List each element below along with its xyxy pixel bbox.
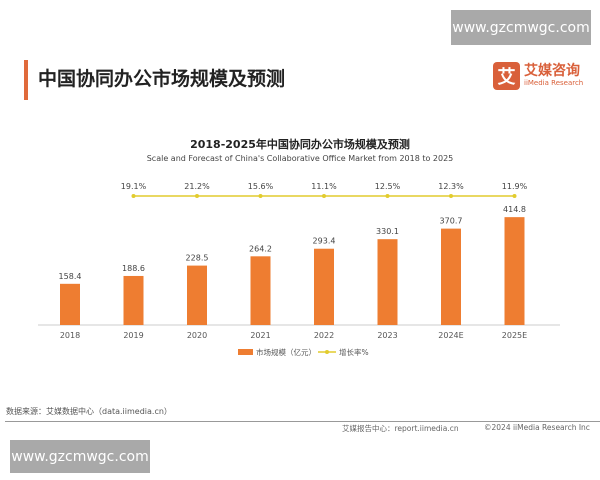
growth-point — [195, 194, 199, 198]
footer-copyright: ©2024 iiMedia Research Inc — [484, 423, 590, 432]
bar — [377, 239, 398, 325]
x-tick-label: 2021 — [250, 331, 270, 340]
growth-point — [258, 194, 263, 198]
bar — [187, 265, 207, 325]
bar-label: 158.4 — [59, 272, 82, 281]
chart-subtitle: Scale and Forecast of China's Collaborat… — [146, 154, 454, 163]
bar — [123, 275, 144, 325]
growth-point — [449, 194, 453, 198]
growth-label: 11.1% — [311, 182, 337, 191]
watermark: www.gzcmwgc.com — [451, 10, 591, 45]
bar — [250, 256, 271, 325]
bar-label: 264.2 — [249, 244, 272, 253]
growth-point — [131, 194, 136, 198]
bar — [441, 228, 461, 325]
bar-label: 188.6 — [122, 264, 145, 273]
watermark: www.gzcmwgc.com — [10, 440, 150, 473]
logo-cn: 艾媒咨询 — [524, 63, 580, 79]
growth-label: 12.3% — [438, 182, 464, 191]
x-tick-label: 2022 — [314, 331, 334, 340]
bar-label: 414.8 — [503, 205, 526, 214]
bar — [60, 283, 80, 325]
x-tick-label: 2019 — [123, 331, 143, 340]
legend-bar-swatch — [238, 349, 253, 355]
title-accent-bar — [24, 60, 28, 100]
growth-point — [512, 194, 517, 198]
data-source: 数据来源：艾媒数据中心（data.iimedia.cn） — [6, 407, 172, 416]
bar-label: 293.4 — [313, 237, 336, 246]
bar-label: 370.7 — [440, 217, 463, 226]
x-tick-label: 2018 — [60, 331, 80, 340]
bar-label: 330.1 — [376, 227, 399, 236]
growth-point — [385, 194, 390, 198]
x-tick-label: 2025E — [502, 331, 527, 340]
growth-label: 21.2% — [184, 182, 210, 191]
bar — [504, 217, 525, 325]
legend-bar-label: 市场规模（亿元） — [256, 347, 316, 357]
growth-label: 11.9% — [502, 182, 528, 191]
growth-label: 15.6% — [248, 182, 274, 191]
growth-point — [322, 194, 326, 198]
logo-en: iiMedia Research — [524, 79, 584, 87]
footer-report[interactable]: 艾媒报告中心：report.iimedia.cn — [342, 424, 459, 433]
growth-label: 19.1% — [121, 182, 147, 191]
x-tick-label: 2020 — [187, 331, 207, 340]
growth-label: 12.5% — [375, 182, 401, 191]
page-title: 中国协同办公市场规模及预测 — [38, 68, 286, 90]
x-tick-label: 2023 — [377, 331, 397, 340]
chart-title: 2018-2025年中国协同办公市场规模及预测 — [190, 138, 410, 151]
logo: 艾 艾媒咨询 iiMedia Research — [493, 62, 583, 90]
legend-line-marker — [325, 350, 329, 354]
x-tick-label: 2024E — [438, 331, 463, 340]
logo-icon: 艾 — [493, 62, 520, 90]
bar — [314, 248, 334, 325]
legend-line-label: 增长率% — [339, 347, 369, 357]
bar-label: 228.5 — [186, 254, 209, 263]
divider — [5, 421, 600, 422]
